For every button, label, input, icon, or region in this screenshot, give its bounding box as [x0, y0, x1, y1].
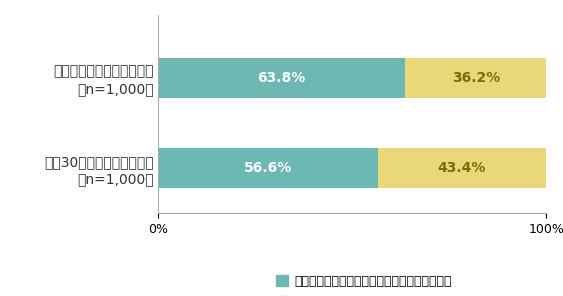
Text: （n=1,000）: （n=1,000）	[77, 172, 154, 186]
Bar	[158, 148, 378, 188]
Bar	[158, 58, 405, 98]
Text: （n=1,000）: （n=1,000）	[77, 82, 154, 96]
Bar	[405, 58, 546, 98]
Text: 43.4%: 43.4%	[437, 161, 486, 175]
Text: 平成元年新卒入社の社会人: 平成元年新卒入社の社会人	[53, 65, 154, 79]
Text: 36.2%: 36.2%	[452, 71, 500, 85]
Text: 56.6%: 56.6%	[243, 161, 292, 175]
Bar	[378, 148, 546, 188]
Legend: 収入が多くなるなら、勤務時間が長くてもよい, 収入が少なくなっても、勤務時間が短いほうがよい: 収入が多くなるなら、勤務時間が長くてもよい, 収入が少なくなっても、勤務時間が短…	[276, 275, 467, 296]
Text: 63.8%: 63.8%	[257, 71, 306, 85]
Text: 平成30年新卒入社の社会人: 平成30年新卒入社の社会人	[44, 155, 154, 169]
